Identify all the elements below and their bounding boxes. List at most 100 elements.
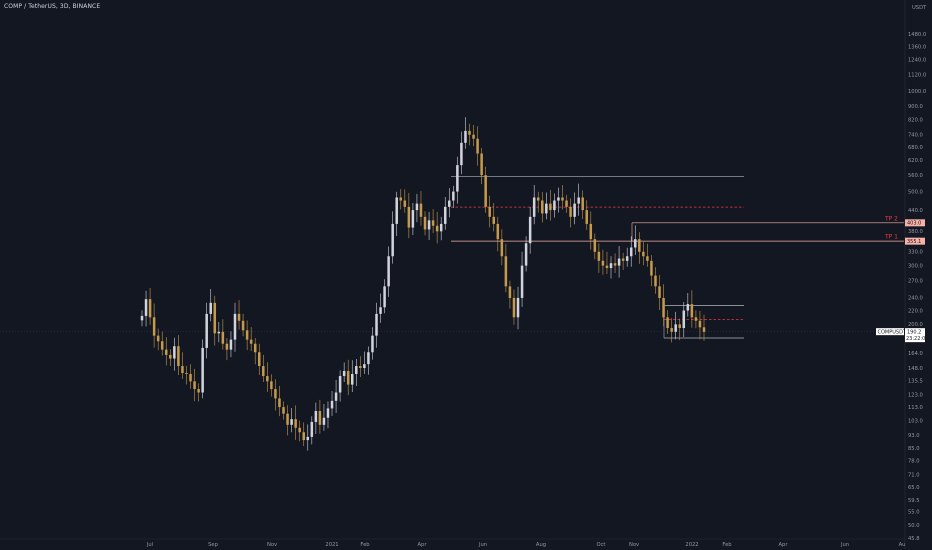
y-tick-label: 620.0	[908, 158, 923, 164]
candle	[278, 385, 281, 417]
candle-body	[601, 260, 605, 266]
candle	[233, 302, 237, 352]
y-tick-label: 135.5	[908, 379, 923, 385]
candle	[338, 370, 342, 402]
candle-body	[638, 239, 641, 252]
candle-body	[589, 223, 593, 240]
candle	[359, 356, 362, 377]
y-tick-label: 440.0	[908, 208, 923, 214]
x-tick-label: Nov	[267, 542, 277, 548]
candle	[282, 401, 285, 420]
y-tick-label: 680.0	[908, 145, 923, 151]
candle	[193, 368, 196, 402]
candle-body	[181, 366, 184, 373]
tp-label: TP 2	[884, 215, 898, 222]
candle	[690, 290, 694, 328]
candle	[266, 362, 269, 392]
candle-body	[160, 341, 164, 350]
last-price-value: 190.2	[907, 329, 921, 335]
x-tick-label: Nov	[629, 542, 639, 548]
candle	[460, 131, 463, 175]
candle	[468, 123, 471, 146]
candle-body	[686, 304, 690, 311]
candle-body	[342, 370, 346, 377]
candle-body	[411, 210, 415, 228]
candle-body	[549, 203, 552, 211]
candle	[488, 195, 491, 228]
axis-currency-line2: USDT	[912, 5, 927, 11]
candle	[140, 310, 144, 327]
candle-body	[282, 407, 285, 414]
candle	[439, 216, 443, 241]
candle-body	[415, 203, 419, 211]
y-tick-label: 200.0	[908, 322, 923, 328]
candle-body	[326, 408, 330, 418]
tp-price-tag	[905, 237, 925, 245]
candle	[456, 156, 459, 204]
candle	[310, 416, 314, 445]
candle-body	[253, 343, 257, 353]
candle	[229, 331, 233, 358]
candle-body	[682, 310, 686, 329]
candle-body	[553, 200, 556, 211]
x-tick-label: Feb	[722, 542, 732, 548]
candle	[379, 293, 382, 323]
candle	[698, 310, 702, 340]
candle-body	[646, 256, 649, 261]
candle-body	[379, 307, 382, 314]
candle	[553, 193, 556, 218]
candle	[197, 383, 200, 402]
candle-body	[634, 239, 637, 248]
candle	[654, 267, 657, 294]
candle	[245, 320, 249, 351]
candle-body	[201, 347, 204, 393]
candle-body	[666, 317, 669, 329]
candle	[500, 229, 504, 266]
x-tick-label: Apr	[779, 542, 789, 548]
candle	[484, 166, 487, 213]
candle-body	[443, 206, 447, 224]
candle-body	[338, 376, 342, 393]
candle-body	[536, 197, 540, 201]
candle	[181, 352, 184, 379]
candle-body	[448, 200, 451, 207]
candle-body	[617, 258, 621, 266]
symbol-tag	[876, 328, 904, 336]
candle-body	[156, 335, 160, 342]
candle-body	[504, 256, 508, 287]
candle	[201, 339, 204, 399]
candle-body	[270, 381, 273, 390]
candle-body	[460, 142, 463, 166]
candle	[585, 200, 589, 230]
candle-body	[464, 130, 467, 143]
candle-body	[629, 247, 633, 257]
candle-body	[217, 331, 221, 334]
candle-body	[375, 313, 378, 336]
candle-body	[662, 297, 665, 318]
candle	[225, 338, 229, 361]
y-tick-label: 93.0	[908, 433, 920, 439]
chart-symbol-title[interactable]: COMP / TetherUS, 3D, BINANCE	[4, 3, 101, 10]
candle	[144, 290, 148, 327]
candle	[306, 424, 310, 451]
candle-body	[294, 419, 297, 428]
candle-body	[152, 317, 156, 336]
candle	[642, 241, 645, 266]
candle-body	[597, 251, 601, 261]
candle-body	[290, 419, 293, 425]
candle	[298, 420, 301, 442]
y-tick-label: 1360.0	[908, 44, 926, 50]
candle	[342, 362, 346, 382]
candle	[492, 203, 496, 232]
candle	[686, 292, 690, 317]
candle-body	[387, 256, 390, 287]
candle-body	[399, 197, 403, 201]
candle-body	[302, 432, 305, 441]
candle-body	[278, 398, 281, 408]
candle-body	[621, 258, 625, 261]
x-tick-label: Sep	[208, 542, 218, 548]
y-tick-label: 148.0	[908, 366, 923, 372]
candle-body	[492, 216, 496, 224]
y-tick-label: 78.0	[908, 459, 920, 465]
